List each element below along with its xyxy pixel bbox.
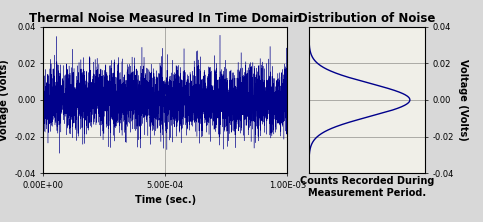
Title: Distribution of Noise: Distribution of Noise <box>298 12 436 26</box>
X-axis label: Counts Recorded During
Measurement Period.: Counts Recorded During Measurement Perio… <box>300 176 434 198</box>
Title: Thermal Noise Measured In Time Domain: Thermal Noise Measured In Time Domain <box>29 12 302 26</box>
Y-axis label: Voltage (Volts): Voltage (Volts) <box>0 59 9 141</box>
X-axis label: Time (sec.): Time (sec.) <box>135 195 196 205</box>
Y-axis label: Voltage (Volts): Voltage (Volts) <box>458 59 468 141</box>
